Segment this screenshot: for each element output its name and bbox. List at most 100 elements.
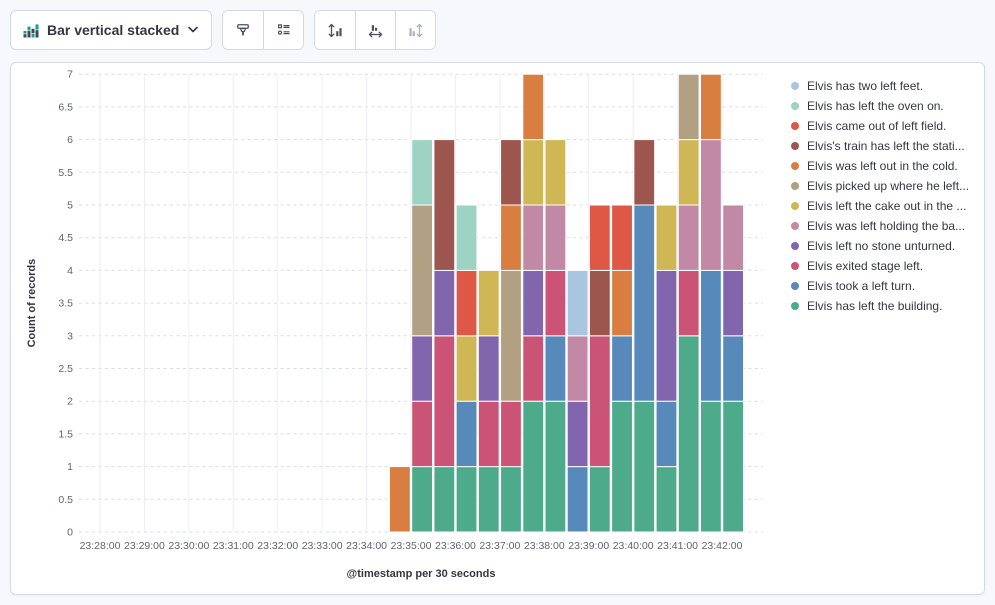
bar-segment[interactable] <box>544 204 567 271</box>
bar-segment[interactable] <box>477 466 500 533</box>
bar-segment[interactable] <box>544 400 567 533</box>
legend-settings-button[interactable] <box>263 11 304 49</box>
bar-segment[interactable] <box>522 400 545 533</box>
legend-item[interactable]: Elvis has left the building. <box>791 296 981 316</box>
bar-segment[interactable] <box>411 466 434 533</box>
bar-segment[interactable] <box>500 204 522 271</box>
bar-segment[interactable] <box>522 204 545 271</box>
legend-item[interactable]: Elvis was left out in the cold. <box>791 156 981 176</box>
legend-item[interactable]: Elvis left the cake out in the ... <box>791 196 981 216</box>
bar-segment[interactable] <box>500 139 522 206</box>
bar-segment[interactable] <box>655 269 678 402</box>
legend-item[interactable]: Elvis took a left turn. <box>791 276 981 296</box>
bar-segment[interactable] <box>455 269 478 337</box>
legend-item-label: Elvis was left out in the cold. <box>807 159 958 173</box>
bar-segment[interactable] <box>500 269 522 402</box>
bar-segment[interactable] <box>566 466 589 533</box>
bar-segment[interactable] <box>611 335 633 402</box>
bar-segment[interactable] <box>611 204 633 271</box>
right-axis-button[interactable] <box>395 11 436 49</box>
bar-segment[interactable] <box>588 204 611 271</box>
bar-segment[interactable] <box>722 335 745 402</box>
y-axis-title: Count of records <box>26 259 38 348</box>
bar-segment[interactable] <box>544 269 567 337</box>
bar-segment[interactable] <box>433 139 456 271</box>
bar-vertical-stacked-icon <box>23 24 39 38</box>
bar-segment[interactable] <box>655 400 678 468</box>
bar-segment[interactable] <box>455 204 478 271</box>
bar-segment[interactable] <box>700 269 722 402</box>
bar-segment[interactable] <box>411 204 434 337</box>
bar-segment[interactable] <box>433 335 456 468</box>
bar-segment[interactable] <box>566 400 589 468</box>
bar-segment[interactable] <box>544 335 567 402</box>
bar-segment[interactable] <box>677 73 700 141</box>
bar-segment[interactable] <box>522 73 545 141</box>
bar-segment[interactable] <box>566 269 589 337</box>
bar-segment[interactable] <box>633 139 656 206</box>
legend-item[interactable]: Elvis picked up where he left... <box>791 176 981 196</box>
bar-segment[interactable] <box>433 269 456 337</box>
bar-segment[interactable] <box>544 139 567 206</box>
bar-segment[interactable] <box>611 400 633 533</box>
bar-segment[interactable] <box>722 269 745 337</box>
bar-segment[interactable] <box>500 466 522 533</box>
legend-color-dot <box>791 82 799 90</box>
bar-segment[interactable] <box>677 139 700 206</box>
bar-segment[interactable] <box>522 139 545 206</box>
visual-options-button[interactable] <box>223 11 264 49</box>
bar-segment[interactable] <box>677 204 700 271</box>
bar-segment[interactable] <box>522 335 545 402</box>
legend-item[interactable]: Elvis exited stage left. <box>791 256 981 276</box>
bar-segment[interactable] <box>455 466 478 533</box>
bar-segment[interactable] <box>611 269 633 337</box>
bar-segment[interactable] <box>700 139 722 271</box>
chart-type-dropdown[interactable]: Bar vertical stacked <box>10 10 213 50</box>
x-tick-label: 23:35:00 <box>391 540 432 552</box>
legend-color-dot <box>791 242 799 250</box>
bar-segment[interactable] <box>722 204 745 271</box>
bar-segment[interactable] <box>566 335 589 402</box>
y-tick-label: 7 <box>67 69 73 81</box>
bar-segment[interactable] <box>477 335 500 402</box>
bar-segment[interactable] <box>500 400 522 468</box>
bar-segment[interactable] <box>411 139 434 206</box>
y-tick-label: 0 <box>67 527 73 539</box>
bar-segment[interactable] <box>588 335 611 468</box>
bar-segment[interactable] <box>588 466 611 533</box>
bar-segment[interactable] <box>677 269 700 337</box>
legend-item[interactable]: Elvis has two left feet. <box>791 76 981 96</box>
bar-segment[interactable] <box>722 400 745 533</box>
bar-segment[interactable] <box>588 269 611 337</box>
chart-panel: 0 0.5 1 1.5 2 2.5 3 3.5 4 4.5 5 5.5 6 6.5 7 23:28:00 23:… <box>10 62 985 595</box>
legend-item[interactable]: Elvis's train has left the stati... <box>791 136 981 156</box>
bar-segment[interactable] <box>411 335 434 402</box>
bar-segment[interactable] <box>477 400 500 468</box>
bar-segment[interactable] <box>633 400 656 533</box>
bar-segment[interactable] <box>455 335 478 402</box>
bar-segment[interactable] <box>633 204 656 402</box>
x-tick-label: 23:32:00 <box>257 540 298 552</box>
bar-segment[interactable] <box>411 400 434 468</box>
legend-item-label: Elvis left the cake out in the ... <box>807 199 967 213</box>
bar-segment[interactable] <box>433 466 456 533</box>
x-tick-label: 23:36:00 <box>435 540 476 552</box>
x-tick-label: 23:30:00 <box>168 540 209 552</box>
bar-segment[interactable] <box>655 466 678 533</box>
legend-color-dot <box>791 182 799 190</box>
bar-segment[interactable] <box>677 335 700 533</box>
bar-segment[interactable] <box>700 73 722 141</box>
left-axis-button[interactable] <box>315 11 356 49</box>
legend-item[interactable]: Elvis left no stone unturned. <box>791 236 981 256</box>
bar-segment[interactable] <box>477 269 500 337</box>
bar-segment[interactable] <box>388 466 411 533</box>
legend-item[interactable]: Elvis has left the oven on. <box>791 96 981 116</box>
bottom-axis-button[interactable] <box>355 11 396 49</box>
bar-segment[interactable] <box>455 400 478 468</box>
legend-item[interactable]: Elvis came out of left field. <box>791 116 981 136</box>
bar-segment[interactable] <box>700 400 722 533</box>
legend-item[interactable]: Elvis was left holding the ba... <box>791 216 981 236</box>
bar-segment[interactable] <box>522 269 545 337</box>
bar-segment[interactable] <box>655 204 678 271</box>
